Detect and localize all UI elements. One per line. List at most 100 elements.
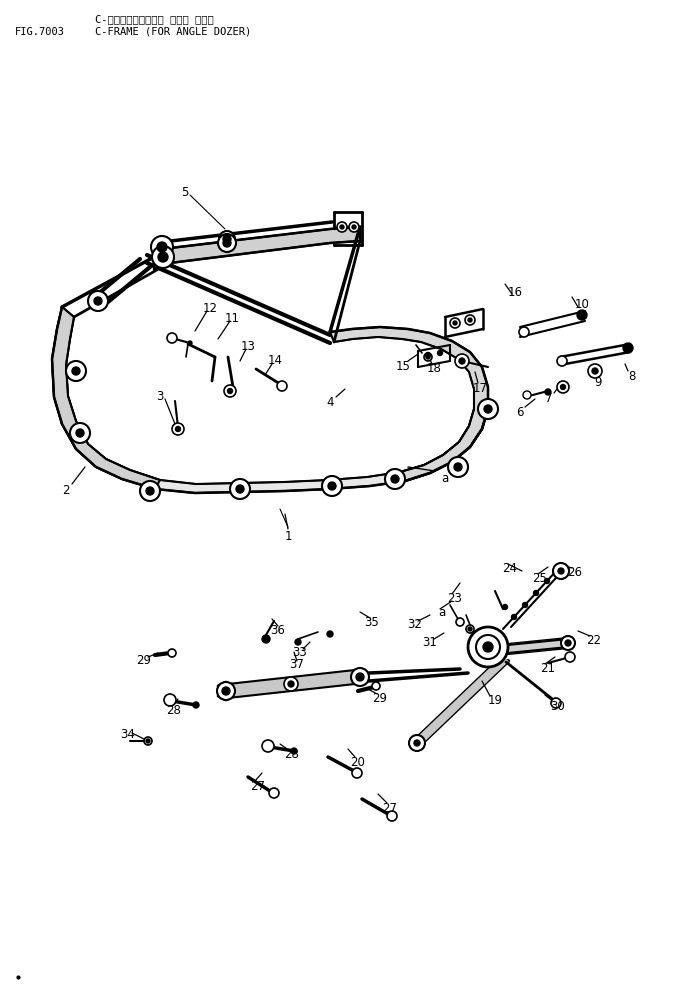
Text: 3: 3	[156, 390, 164, 404]
Circle shape	[262, 741, 274, 752]
Text: 21: 21	[540, 661, 556, 674]
Circle shape	[387, 811, 397, 821]
Circle shape	[560, 385, 566, 390]
Text: 28: 28	[284, 747, 299, 760]
Circle shape	[224, 386, 236, 398]
Circle shape	[223, 240, 231, 248]
Circle shape	[269, 788, 279, 798]
Circle shape	[426, 356, 430, 360]
Circle shape	[409, 736, 425, 751]
Circle shape	[70, 423, 90, 443]
Circle shape	[172, 423, 184, 435]
Circle shape	[356, 673, 364, 681]
Circle shape	[545, 390, 551, 396]
Circle shape	[151, 237, 173, 258]
Text: 31: 31	[423, 636, 438, 649]
Text: C-フレーム（アングル ドーザ ヨウ）: C-フレーム（アングル ドーザ ヨウ）	[95, 14, 214, 24]
Circle shape	[424, 354, 432, 362]
Circle shape	[337, 223, 347, 233]
Circle shape	[468, 627, 472, 631]
Circle shape	[588, 365, 602, 379]
Circle shape	[557, 357, 567, 367]
Text: 10: 10	[575, 298, 589, 311]
Polygon shape	[330, 328, 488, 481]
Circle shape	[158, 252, 168, 262]
Text: 36: 36	[271, 623, 286, 636]
Circle shape	[557, 382, 569, 394]
Text: 11: 11	[225, 311, 240, 324]
Circle shape	[219, 232, 235, 248]
Circle shape	[577, 311, 587, 321]
Text: 5: 5	[182, 185, 188, 198]
Circle shape	[534, 590, 538, 595]
Polygon shape	[52, 308, 160, 489]
Circle shape	[193, 703, 199, 709]
Circle shape	[558, 569, 564, 575]
Circle shape	[222, 687, 230, 695]
Polygon shape	[160, 223, 334, 252]
Circle shape	[450, 319, 460, 329]
Text: 29: 29	[373, 691, 388, 704]
Circle shape	[88, 291, 108, 312]
Text: 17: 17	[473, 381, 488, 394]
Polygon shape	[413, 659, 508, 745]
Circle shape	[146, 487, 154, 495]
Text: 4: 4	[326, 395, 334, 409]
Circle shape	[284, 677, 298, 691]
Circle shape	[523, 603, 527, 608]
Circle shape	[455, 355, 469, 369]
Circle shape	[352, 226, 356, 230]
Text: 30: 30	[551, 699, 565, 712]
Polygon shape	[508, 639, 568, 653]
Circle shape	[553, 564, 569, 580]
Circle shape	[468, 627, 508, 667]
Circle shape	[288, 681, 294, 687]
Circle shape	[476, 635, 500, 659]
Circle shape	[503, 605, 508, 610]
Circle shape	[561, 636, 575, 650]
Circle shape	[545, 579, 549, 583]
Circle shape	[372, 682, 380, 690]
Text: 32: 32	[408, 618, 423, 631]
Circle shape	[328, 482, 336, 490]
Text: 13: 13	[240, 339, 256, 352]
Circle shape	[352, 768, 362, 778]
Text: 24: 24	[503, 561, 517, 574]
Text: 23: 23	[447, 590, 462, 604]
Circle shape	[391, 475, 399, 483]
Circle shape	[565, 652, 575, 662]
Circle shape	[484, 406, 492, 414]
Circle shape	[146, 740, 150, 744]
Circle shape	[438, 351, 443, 356]
Circle shape	[623, 344, 633, 354]
Text: 37: 37	[290, 658, 304, 671]
Circle shape	[76, 429, 84, 437]
Circle shape	[512, 615, 516, 620]
Circle shape	[175, 427, 181, 432]
Text: 12: 12	[203, 301, 218, 314]
Text: 20: 20	[351, 754, 365, 767]
Polygon shape	[228, 670, 355, 699]
Text: 19: 19	[488, 693, 503, 706]
Circle shape	[94, 297, 102, 306]
Text: 27: 27	[382, 801, 397, 814]
Circle shape	[565, 640, 571, 646]
Circle shape	[164, 694, 176, 707]
Text: a: a	[441, 471, 449, 484]
Text: 35: 35	[364, 615, 379, 628]
Polygon shape	[160, 224, 334, 251]
Text: 7: 7	[545, 391, 553, 405]
Text: FIG.7003: FIG.7003	[15, 27, 65, 37]
Circle shape	[351, 668, 369, 686]
Circle shape	[322, 476, 342, 496]
Circle shape	[66, 362, 86, 382]
Circle shape	[218, 235, 236, 252]
Text: 16: 16	[508, 285, 523, 298]
Circle shape	[72, 368, 80, 376]
Circle shape	[592, 369, 598, 375]
Polygon shape	[154, 228, 360, 269]
Circle shape	[454, 463, 462, 471]
Text: 1: 1	[284, 529, 292, 542]
Text: 2: 2	[62, 483, 70, 496]
Text: 18: 18	[427, 362, 441, 375]
